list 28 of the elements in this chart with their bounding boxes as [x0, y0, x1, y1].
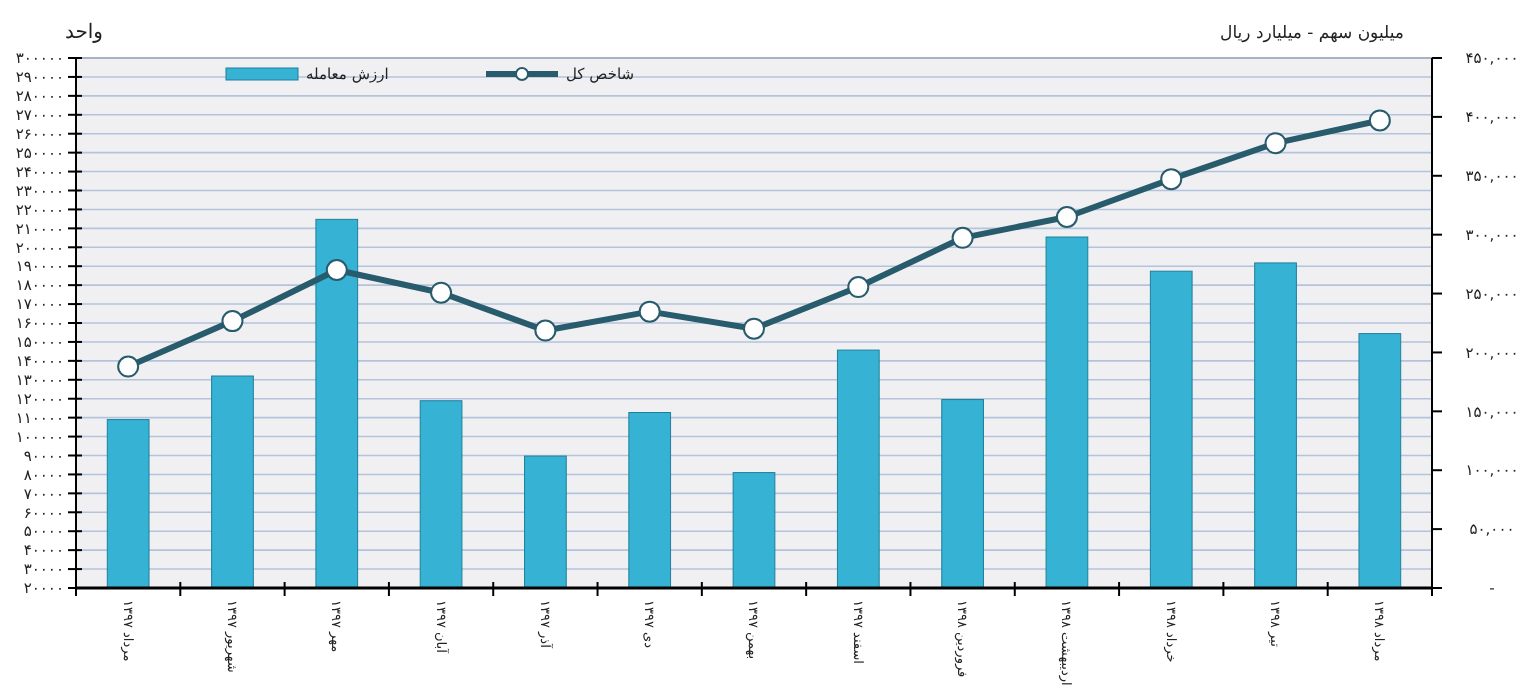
- point: [638, 300, 661, 323]
- bar: [1149, 270, 1193, 589]
- point: [847, 276, 870, 299]
- bar: [1045, 236, 1089, 589]
- bar: [419, 400, 463, 589]
- bar: [1254, 262, 1297, 589]
- point: [951, 226, 974, 249]
- bar: [628, 412, 672, 589]
- point: [743, 317, 765, 340]
- y2-axis-title: میلیون سهم - میلیارد ریال: [1220, 24, 1404, 44]
- bar: [524, 455, 567, 589]
- point: [221, 310, 244, 333]
- bar: [732, 472, 776, 589]
- point: [1055, 206, 1078, 228]
- y-axis-title: واحد: [64, 22, 104, 44]
- bar: [106, 419, 150, 589]
- point: [1264, 132, 1287, 155]
- bar: [941, 399, 984, 589]
- point: [325, 259, 348, 281]
- bar: [315, 218, 359, 589]
- bar: [836, 349, 880, 589]
- point: [1160, 168, 1183, 191]
- bar: [1358, 333, 1402, 589]
- point: [534, 319, 557, 342]
- bar: [211, 375, 254, 589]
- point: [117, 355, 140, 378]
- point: [430, 281, 453, 304]
- point: [1368, 109, 1391, 132]
